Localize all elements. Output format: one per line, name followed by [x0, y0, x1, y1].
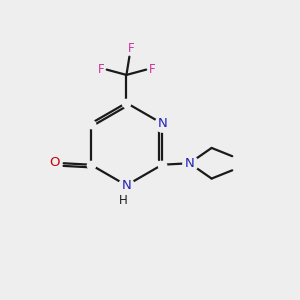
Text: N: N: [157, 117, 167, 130]
Text: F: F: [148, 63, 155, 76]
Text: H: H: [119, 194, 128, 207]
Text: F: F: [98, 63, 104, 76]
Text: F: F: [128, 42, 134, 55]
Text: N: N: [122, 179, 131, 192]
Text: N: N: [185, 157, 194, 170]
Text: O: O: [50, 156, 60, 169]
